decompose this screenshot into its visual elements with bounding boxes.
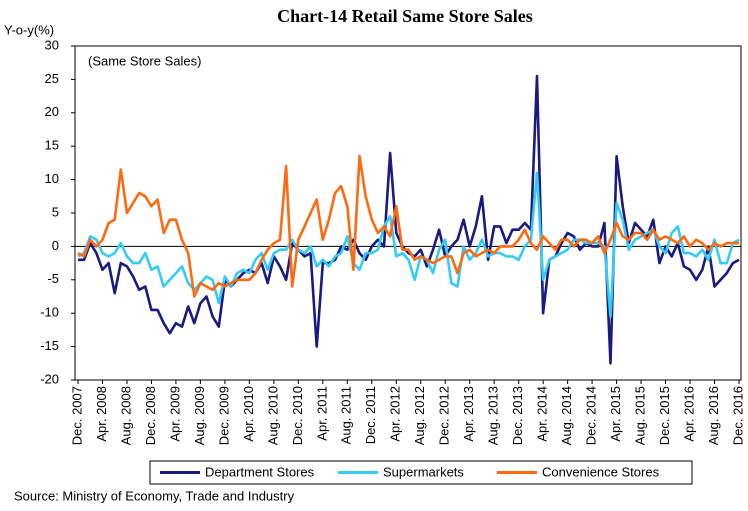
legend-box	[149, 460, 693, 485]
x-tick-label: Aug. 2010	[265, 386, 280, 445]
x-tick-label: Aug. 2011	[339, 386, 354, 444]
annotation: (Same Store Sales)	[88, 53, 201, 68]
source-note: Source: Ministry of Economy, Trade and I…	[14, 488, 295, 503]
chart-title: Chart-14 Retail Same Store Sales	[277, 6, 533, 26]
x-tick-label: Apr. 2015	[608, 386, 623, 442]
x-tick-label: Apr. 2013	[461, 386, 476, 442]
y-axis-label: Y-o-y(%)	[4, 22, 54, 37]
series-line	[77, 154, 739, 298]
x-tick-label: Dec. 2008	[143, 386, 158, 445]
y-tick-label: -20	[40, 371, 59, 386]
x-tick-label: Dec. 2012	[437, 386, 452, 445]
y-tick-label: 20	[45, 104, 59, 119]
legend-label: Supermarkets	[383, 464, 464, 479]
x-tick-label: Apr. 2010	[241, 386, 256, 442]
x-tick-label: Apr. 2012	[388, 386, 403, 442]
x-tick-label: Apr. 2008	[94, 386, 109, 442]
y-tick-label: 0	[52, 238, 59, 253]
series-line	[78, 74, 740, 365]
y-tick-label: 5	[52, 204, 59, 219]
x-tick-label: Apr. 2009	[167, 386, 182, 442]
x-tick-label: Dec. 2014	[584, 386, 599, 445]
y-tick-label: 25	[45, 71, 59, 86]
y-tick-label: 10	[45, 171, 59, 186]
y-tick-label: -10	[40, 305, 59, 320]
x-tick-label: Dec. 2009	[216, 386, 231, 445]
y-tick-label: 15	[45, 138, 59, 153]
x-tick-label: Apr. 2011	[314, 386, 329, 441]
x-tick-label: Aug. 2014	[559, 386, 574, 445]
x-tick-label: Aug. 2016	[706, 386, 721, 445]
y-tick-label: -5	[47, 271, 59, 286]
y-tick-label: -15	[40, 338, 59, 353]
legend-label: Department Stores	[205, 464, 315, 479]
x-tick-label: Aug. 2008	[118, 386, 133, 445]
legend-label: Convenience Stores	[542, 464, 660, 479]
x-tick-label: Apr. 2016	[681, 386, 696, 442]
x-tick-label: Aug. 2009	[192, 386, 207, 445]
x-tick-label: Dec. 2016	[730, 386, 745, 445]
x-tick-label: Aug. 2012	[412, 386, 427, 445]
x-tick-label: Dec. 2010	[290, 386, 305, 445]
x-tick-label: Dec. 2015	[657, 386, 672, 445]
x-tick-label: Dec. 2011	[363, 386, 378, 444]
x-tick-label: Aug. 2015	[633, 386, 648, 445]
plot-area	[74, 45, 742, 381]
series-line	[77, 171, 740, 318]
x-tick-label: Aug. 2013	[486, 386, 501, 445]
x-tick-label: Dec. 2007	[69, 386, 84, 445]
x-tick-label: Dec. 2013	[510, 386, 525, 445]
x-tick-label: Apr. 2014	[535, 386, 550, 442]
y-tick-label: 30	[45, 37, 59, 52]
